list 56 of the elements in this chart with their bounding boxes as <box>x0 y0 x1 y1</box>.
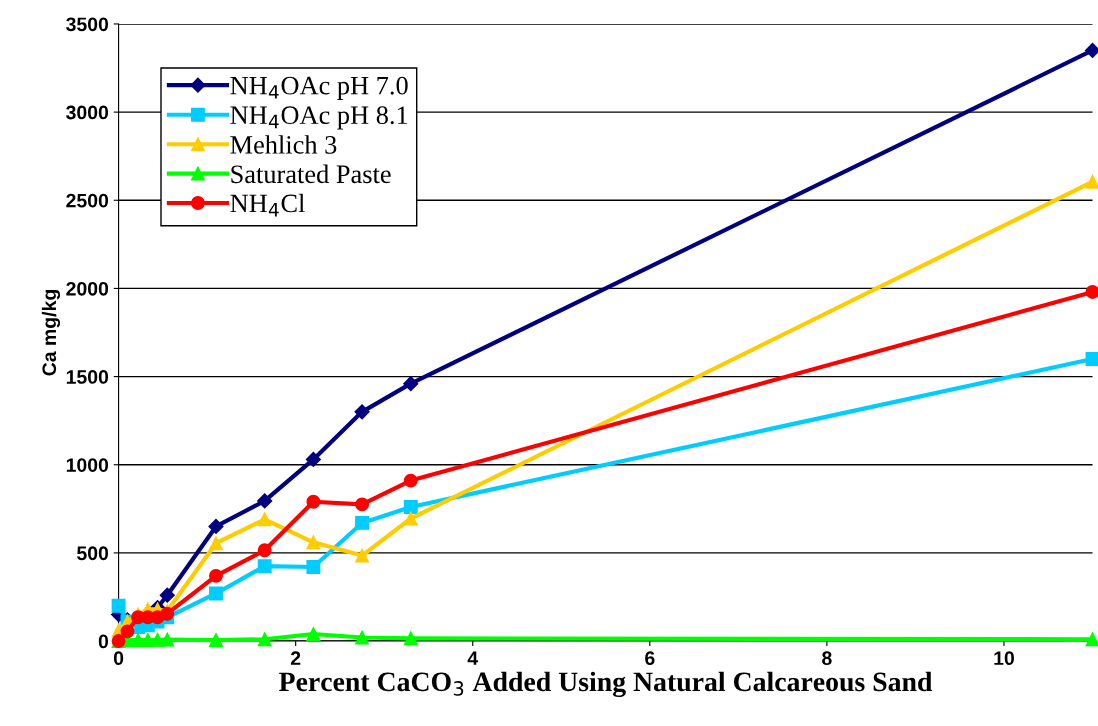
point <box>355 548 370 563</box>
point <box>159 587 175 603</box>
legend-label: NH$_{4}$OAc pH 7.0 <box>230 76 408 100</box>
x-tick-label: 10 <box>994 651 1014 666</box>
point <box>403 631 418 646</box>
x-axis-title: Percent CaCO$_{3}$ Added Using Natural Calcareous Sand <box>279 671 933 698</box>
y-tick-label: 2500 <box>66 193 109 208</box>
legend-label: NH$_{4}$Cl <box>230 193 305 217</box>
point <box>403 473 418 488</box>
legend-label: Mehlich 3 <box>230 135 337 154</box>
point <box>403 376 419 392</box>
x-tick-label: 2 <box>290 651 301 665</box>
point <box>160 632 175 647</box>
y-tick-label: 0 <box>98 634 109 649</box>
point <box>306 627 321 641</box>
point <box>120 624 135 639</box>
point <box>1085 285 1098 299</box>
y-tick-label: 3000 <box>66 105 109 120</box>
point <box>355 630 370 645</box>
point <box>1085 632 1098 647</box>
legend-label: NH$_{4}$OAc pH 8.1 <box>230 106 408 130</box>
y-tick-label: 1000 <box>66 458 109 472</box>
point <box>306 494 321 509</box>
point <box>305 451 321 468</box>
point <box>1085 174 1098 189</box>
x-tick-label: 6 <box>645 651 655 666</box>
point <box>209 536 223 551</box>
point <box>306 560 321 574</box>
point <box>257 543 272 558</box>
y-tick-label: 1500 <box>66 370 109 384</box>
y-tick-label: 3500 <box>66 17 109 32</box>
point <box>306 535 321 550</box>
x-tick-label: 4 <box>467 651 479 665</box>
point <box>257 512 272 527</box>
x-tick-label: 0 <box>113 651 124 666</box>
point <box>355 497 370 512</box>
y-tick-label: 500 <box>77 546 109 561</box>
x-tick-label: 8 <box>822 651 832 666</box>
y-axis-title: Ca mg/kg <box>41 290 61 376</box>
point <box>150 632 165 647</box>
point <box>257 559 272 574</box>
point <box>257 632 272 647</box>
point <box>208 518 224 535</box>
point <box>209 633 223 648</box>
point <box>1084 42 1098 58</box>
point <box>209 568 223 583</box>
point <box>257 493 273 509</box>
point <box>209 586 223 601</box>
point <box>111 598 126 613</box>
point <box>355 515 370 530</box>
legend-label: Saturated Paste <box>231 164 391 184</box>
point <box>403 511 418 526</box>
point <box>403 500 418 515</box>
point <box>354 404 370 420</box>
y-tick-label: 2000 <box>66 281 109 296</box>
point <box>1085 352 1098 366</box>
